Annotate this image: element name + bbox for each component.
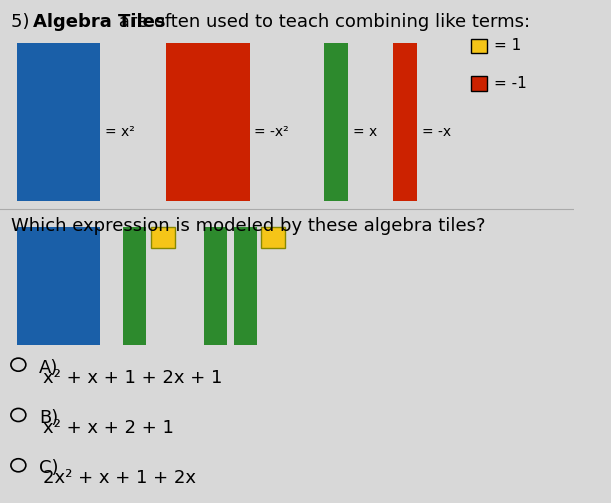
Text: C): C) <box>39 459 59 477</box>
FancyBboxPatch shape <box>470 39 487 53</box>
FancyBboxPatch shape <box>17 43 100 201</box>
Text: x² + x + 2 + 1: x² + x + 2 + 1 <box>43 419 174 437</box>
FancyBboxPatch shape <box>393 43 417 201</box>
FancyBboxPatch shape <box>470 76 487 91</box>
FancyBboxPatch shape <box>123 227 147 345</box>
Text: 2x² + x + 1 + 2x: 2x² + x + 1 + 2x <box>43 469 196 487</box>
Text: x² + x + 1 + 2x + 1: x² + x + 1 + 2x + 1 <box>43 369 222 387</box>
Text: = x²: = x² <box>105 125 135 139</box>
Text: = x: = x <box>353 125 377 139</box>
Text: = -x²: = -x² <box>254 125 289 139</box>
Text: 5): 5) <box>12 13 35 31</box>
Text: Algebra Tiles: Algebra Tiles <box>33 13 165 31</box>
Text: are often used to teach combining like terms:: are often used to teach combining like t… <box>113 13 530 31</box>
FancyBboxPatch shape <box>261 227 285 248</box>
FancyBboxPatch shape <box>233 227 257 345</box>
Text: B): B) <box>39 409 58 427</box>
Text: = -x: = -x <box>422 125 451 139</box>
FancyBboxPatch shape <box>17 227 100 345</box>
FancyBboxPatch shape <box>324 43 348 201</box>
FancyBboxPatch shape <box>166 43 250 201</box>
FancyBboxPatch shape <box>151 227 175 248</box>
Text: Which expression is modeled by these algebra tiles?: Which expression is modeled by these alg… <box>12 217 486 235</box>
Text: = 1: = 1 <box>494 38 521 53</box>
Text: A): A) <box>39 359 59 377</box>
Text: = -1: = -1 <box>494 76 526 91</box>
FancyBboxPatch shape <box>203 227 227 345</box>
